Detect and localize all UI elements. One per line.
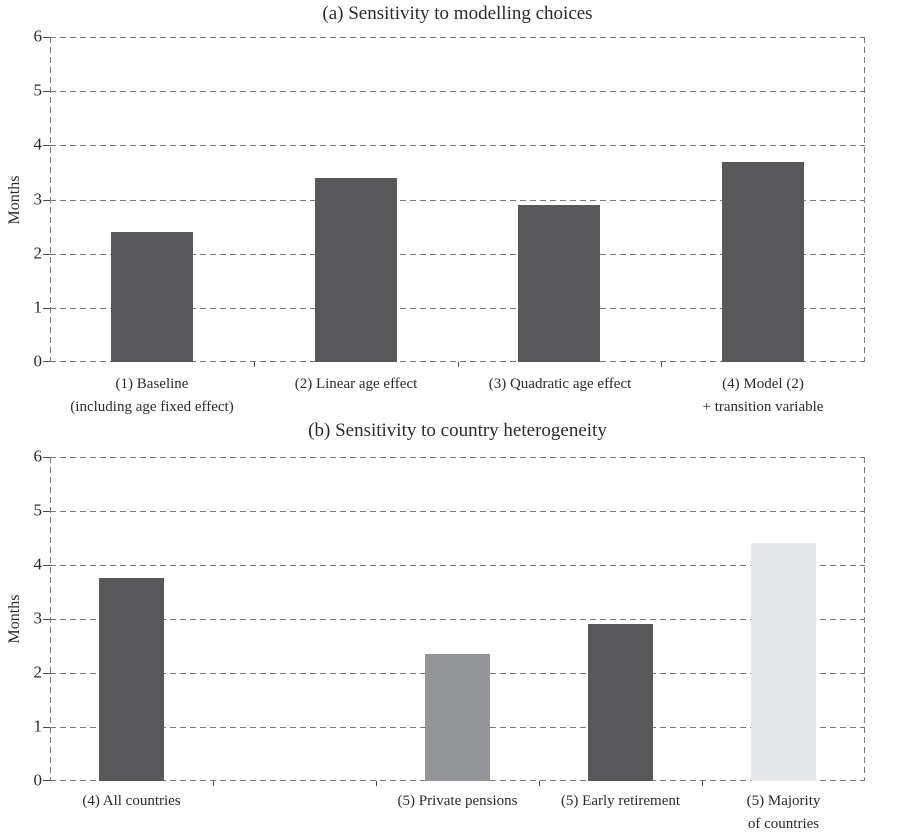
- gridline-y5: [50, 91, 865, 93]
- x-category-label: (5) Early retirement: [524, 790, 717, 813]
- x-tick-mark: [661, 362, 662, 367]
- gridline-y2: [50, 673, 865, 674]
- y-tick-mark: [43, 199, 50, 201]
- y-tick-label: 4: [33, 134, 43, 154]
- y-tick-mark: [43, 780, 50, 781]
- y-tick-mark: [43, 511, 50, 512]
- gridline-y1: [50, 727, 865, 728]
- x-category-label-line: (4) All countries: [82, 793, 181, 809]
- gridline-y0: [50, 361, 865, 362]
- x-category-label-line: (3) Quadratic age effect: [488, 376, 632, 392]
- gridline-y0: [50, 780, 865, 781]
- y-axis-title: Months: [6, 594, 23, 644]
- gridline-y1: [50, 307, 865, 309]
- gridline-y5: [50, 511, 865, 512]
- gridline-y4: [50, 145, 865, 147]
- y-tick-label: 2: [33, 243, 43, 263]
- x-category-label: (1) Baseline (including age fixed effect): [35, 373, 269, 419]
- y-axis-line: [50, 457, 51, 781]
- x-category-label: (4) Model (2) + transition variable: [646, 373, 880, 419]
- chart-b-title: (b) Sensitivity to country heterogeneity: [308, 420, 607, 441]
- x-category-label: (4) All countries: [35, 790, 228, 813]
- x-tick-mark: [539, 781, 540, 786]
- x-tick-mark: [254, 362, 255, 367]
- chart-a-title: (a) Sensitivity to modelling choices: [322, 3, 593, 24]
- y-tick-label: 0: [33, 351, 43, 371]
- y-tick-mark: [43, 673, 50, 674]
- x-category-label-line: of countries: [747, 816, 820, 832]
- x-category-label-line: (5) Private pensions: [397, 793, 518, 809]
- bar--4-all-countries: [99, 578, 164, 781]
- bar--5-early-retirement: [588, 624, 653, 781]
- y-tick-label: 2: [33, 662, 43, 682]
- chart-b-plot-area: 0 1 2 3 4 5 6: [34, 447, 865, 790]
- x-tick-mark: [702, 781, 703, 786]
- x-category-label-line: (5) Majority: [746, 793, 821, 809]
- x-category-label-line: (1) Baseline: [115, 376, 189, 392]
- y-axis-line: [50, 37, 51, 362]
- x-category-label-line: + transition variable: [702, 399, 824, 415]
- y-tick-mark: [43, 145, 50, 147]
- x-category-label: (2) Linear age effect: [239, 373, 473, 396]
- y-tick-mark: [43, 307, 50, 309]
- y-tick-label: 0: [33, 770, 43, 790]
- y-tick-label: 6: [33, 26, 43, 46]
- x-tick-mark: [458, 362, 459, 367]
- gridline-y6: [50, 37, 865, 38]
- x-category-label-line: (4) Model (2): [722, 376, 804, 392]
- x-category-label-line: (5) Early retirement: [560, 793, 681, 809]
- y-tick-mark: [43, 727, 50, 728]
- gridline-y3: [50, 619, 865, 620]
- y-tick-label: 6: [33, 446, 43, 466]
- y-tick-mark: [43, 565, 50, 566]
- bar--2-linear-age-effect: [315, 178, 397, 362]
- y-tick-mark: [43, 457, 50, 458]
- y-tick-mark: [43, 37, 50, 38]
- y-axis-title: Months: [6, 175, 23, 224]
- bar--4-model-2-: [722, 162, 804, 362]
- y-tick-mark: [43, 361, 50, 362]
- y-tick-mark: [43, 619, 50, 620]
- x-category-label-line: (including age fixed effect): [70, 399, 234, 415]
- x-tick-mark: [213, 781, 214, 786]
- gridline-y2: [50, 253, 865, 255]
- gridline-y3: [50, 199, 865, 201]
- x-category-label: (5) Private pensions: [361, 790, 554, 813]
- x-tick-mark: [376, 781, 377, 786]
- y-tick-label: 1: [33, 297, 43, 317]
- bar--3-quadratic-age-effect: [518, 205, 600, 362]
- bar--5-majority: [751, 543, 816, 781]
- gridline-y4: [50, 565, 865, 566]
- y-tick-mark: [43, 253, 50, 255]
- x-category-label-line: (2) Linear age effect: [294, 376, 418, 392]
- gridline-y6: [50, 457, 865, 458]
- y-tick-label: 3: [33, 189, 43, 209]
- y-tick-label: 4: [33, 554, 43, 574]
- y-tick-label: 3: [33, 608, 43, 628]
- x-category-label: (3) Quadratic age effect: [443, 373, 677, 396]
- y-tick-mark: [43, 91, 50, 93]
- plot-right-border: [864, 457, 865, 781]
- bar--1-baseline: [111, 232, 193, 362]
- plot-right-border: [864, 37, 865, 362]
- bar--5-private-pensions: [425, 654, 490, 781]
- x-category-label: (5) Majority of countries: [687, 790, 880, 836]
- chart-a-plot-area: 0 1 2 3 4 5 6: [34, 27, 865, 371]
- y-tick-label: 5: [33, 500, 43, 520]
- y-tick-label: 5: [33, 80, 43, 100]
- y-tick-label: 1: [33, 716, 43, 736]
